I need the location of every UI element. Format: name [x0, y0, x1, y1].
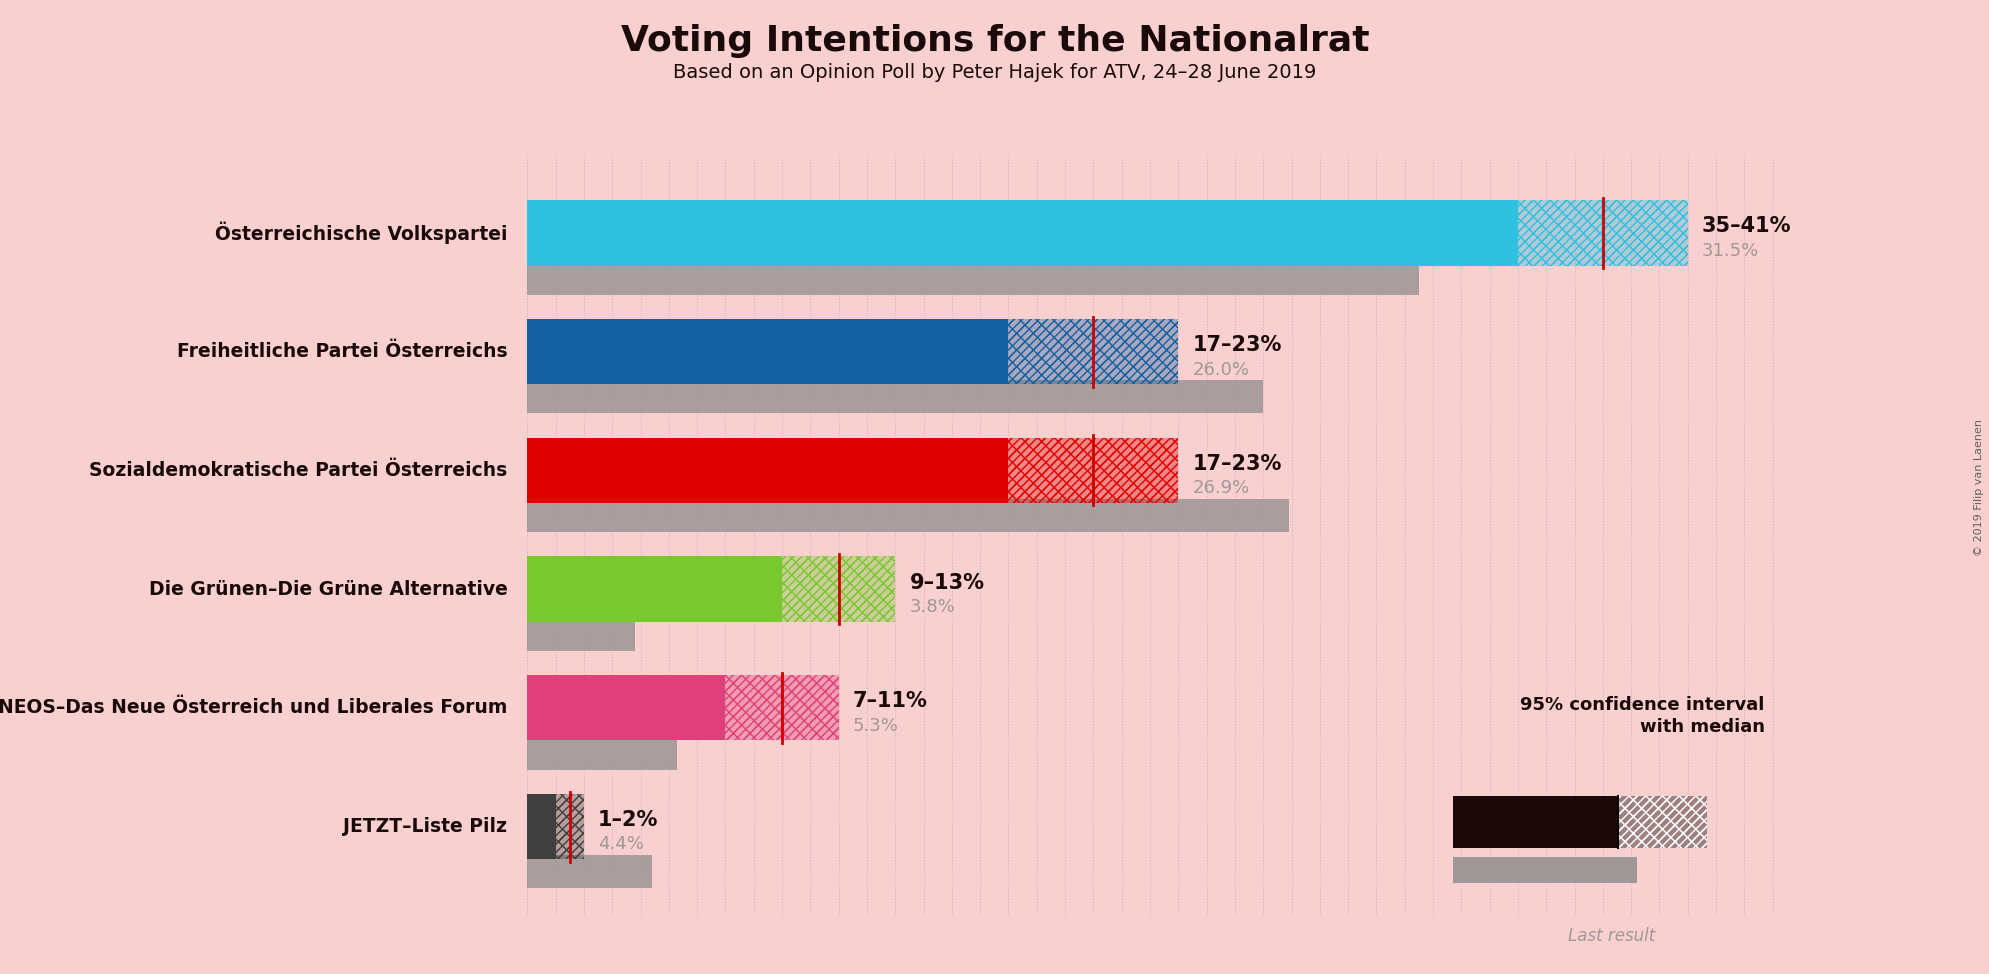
Text: 1–2%: 1–2% [599, 810, 658, 830]
Text: Freiheitliche Partei Österreichs: Freiheitliche Partei Österreichs [177, 342, 507, 361]
Text: 26.0%: 26.0% [1191, 360, 1249, 379]
Bar [1452, 796, 1617, 848]
Bar [527, 855, 652, 888]
Bar [527, 736, 676, 769]
Bar [782, 556, 895, 621]
Bar [782, 556, 895, 621]
Bar [1617, 796, 1707, 848]
Bar [1008, 319, 1177, 385]
Text: 31.5%: 31.5% [1701, 242, 1758, 260]
Bar [1008, 437, 1177, 503]
Bar [1452, 857, 1637, 883]
Bar [527, 261, 1418, 295]
Text: JETZT–Liste Pilz: JETZT–Liste Pilz [344, 817, 507, 836]
Bar [1008, 437, 1177, 503]
Text: 7–11%: 7–11% [853, 692, 927, 711]
Bar [527, 201, 1518, 266]
Bar [527, 794, 555, 859]
Bar [1617, 796, 1707, 848]
Text: 35–41%: 35–41% [1701, 216, 1790, 237]
Bar [527, 437, 1008, 503]
Text: 95% confidence interval
with median: 95% confidence interval with median [1520, 695, 1764, 736]
Text: 17–23%: 17–23% [1191, 335, 1281, 356]
Bar [527, 556, 782, 621]
Bar [1008, 319, 1177, 385]
Bar [527, 499, 1289, 532]
Bar [1008, 437, 1177, 503]
Text: Österreichische Volkspartei: Österreichische Volkspartei [215, 222, 507, 244]
Text: © 2019 Filip van Laenen: © 2019 Filip van Laenen [1973, 419, 1983, 555]
Text: 9–13%: 9–13% [909, 573, 985, 592]
Text: 4.4%: 4.4% [599, 836, 644, 853]
Bar [555, 794, 583, 859]
Bar [527, 675, 726, 740]
Bar [726, 675, 837, 740]
Text: Based on an Opinion Poll by Peter Hajek for ATV, 24–28 June 2019: Based on an Opinion Poll by Peter Hajek … [672, 63, 1317, 83]
Bar [726, 675, 837, 740]
Bar [555, 794, 583, 859]
Bar [1518, 201, 1687, 266]
Bar [1617, 796, 1707, 848]
Bar [726, 675, 837, 740]
Bar [1518, 201, 1687, 266]
Text: Last result: Last result [1567, 927, 1655, 945]
Text: Die Grünen–Die Grüne Alternative: Die Grünen–Die Grüne Alternative [149, 580, 507, 599]
Bar [782, 556, 895, 621]
Bar [555, 794, 583, 859]
Text: 17–23%: 17–23% [1191, 454, 1281, 474]
Bar [527, 380, 1263, 413]
Text: 5.3%: 5.3% [853, 717, 899, 734]
Bar [1518, 201, 1687, 266]
Text: NEOS–Das Neue Österreich und Liberales Forum: NEOS–Das Neue Österreich und Liberales F… [0, 698, 507, 717]
Bar [527, 319, 1008, 385]
Text: 3.8%: 3.8% [909, 598, 955, 616]
Text: Voting Intentions for the Nationalrat: Voting Intentions for the Nationalrat [621, 24, 1368, 58]
Text: 26.9%: 26.9% [1191, 479, 1249, 497]
Text: Sozialdemokratische Partei Österreichs: Sozialdemokratische Partei Österreichs [90, 461, 507, 480]
Bar [527, 618, 634, 651]
Bar [1008, 319, 1177, 385]
